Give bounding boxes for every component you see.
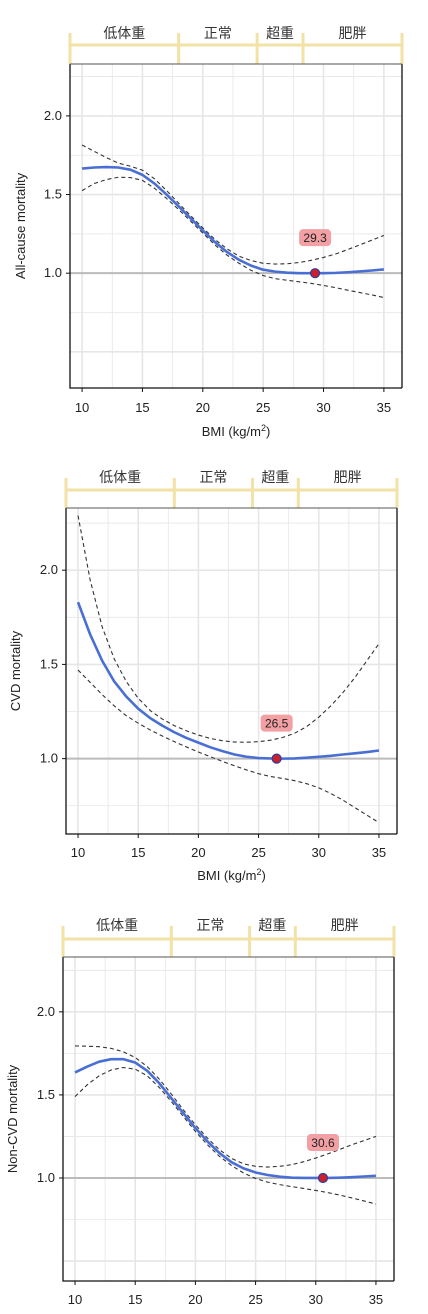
panel-all-cause: 低体重 正常 超重 肥胖 29.3 10 15 20 25 30 35 1.0 1.5 2.0 BMI… — [13, 26, 404, 439]
plot-axes — [65, 508, 397, 835]
x-tick-label: 35 — [377, 400, 391, 415]
y-tick-label: 1.5 — [44, 187, 62, 202]
plot-axes — [62, 957, 394, 1282]
bmi-category-label: 超重 — [261, 470, 289, 486]
ci-upper-line — [75, 1045, 377, 1168]
bmi-category-label: 正常 — [199, 470, 227, 486]
estimate-line — [81, 165, 385, 275]
ci-lower-line — [74, 1066, 377, 1205]
minimum-label: 29.3 — [303, 231, 327, 245]
y-tick-label: 1.5 — [40, 656, 58, 671]
grid — [66, 508, 397, 834]
minimum-label: 26.5 — [265, 717, 289, 731]
tick-marks: 10 15 20 25 30 35 1.0 1.5 2.0 — [44, 108, 391, 415]
x-axis-label: BMI (kg/m2) — [202, 423, 271, 439]
x-axis-label: BMI (kg/m2) — [197, 867, 266, 883]
ci-upper-line — [77, 515, 380, 743]
minimum-label-background — [306, 1133, 339, 1151]
minimum-point — [317, 1172, 329, 1184]
bmi-category-label: 超重 — [258, 918, 286, 934]
y-axis-label: Non-CVD mortality — [5, 1064, 20, 1173]
bmi-category-label: 低体重 — [103, 26, 145, 42]
minimum-label: 30.6 — [311, 1136, 335, 1150]
x-tick-label: 10 — [68, 1292, 82, 1307]
bmi-category-bracket: 低体重 正常 超重 肥胖 — [61, 918, 396, 957]
tick-marks: 10 15 20 25 30 35 1.0 1.5 2.0 — [40, 562, 386, 860]
y-tick-label: 1.0 — [37, 1170, 55, 1185]
y-tick-label: 2.0 — [44, 108, 62, 123]
bmi-category-label: 肥胖 — [331, 918, 359, 934]
y-tick-label: 2.0 — [40, 562, 58, 577]
x-tick-label: 10 — [75, 400, 89, 415]
grid — [63, 957, 394, 1281]
bmi-category-label: 肥胖 — [339, 26, 367, 42]
minimum-point — [309, 268, 321, 279]
y-tick-label: 1.5 — [37, 1087, 55, 1102]
x-tick-label: 20 — [188, 1292, 202, 1307]
minimum-label-background — [260, 714, 293, 732]
ci-lower-line — [81, 176, 385, 299]
minimum-marker: 26.5 — [260, 714, 293, 764]
grid — [70, 64, 402, 388]
y-axis-label: CVD mortality — [8, 630, 23, 711]
x-tick-label: 30 — [312, 845, 326, 860]
bmi-category-label: 超重 — [266, 26, 294, 42]
x-tick-label: 25 — [256, 400, 270, 415]
x-tick-label: 35 — [372, 845, 386, 860]
bmi-category-label: 肥胖 — [334, 470, 362, 486]
x-tick-label: 35 — [369, 1292, 383, 1307]
y-axis-label: All-cause mortality — [13, 172, 28, 279]
bmi-category-label: 正常 — [204, 26, 232, 42]
minimum-marker: 29.3 — [299, 229, 332, 279]
minimum-label-background — [299, 229, 332, 247]
plot-axes — [69, 64, 402, 389]
bmi-category-label: 低体重 — [99, 470, 141, 486]
tick-marks: 10 15 20 25 30 35 1.0 1.5 2.0 — [37, 1004, 383, 1307]
bmi-category-label: 正常 — [196, 918, 224, 934]
x-tick-label: 30 — [309, 1292, 323, 1307]
x-tick-label: 15 — [131, 845, 145, 860]
bmi-category-bracket: 低体重 正常 超重 肥胖 — [64, 470, 399, 508]
panel-non-cvd: 低体重 正常 超重 肥胖 30.6 10 15 20 25 30 35 1.0 1.5 2.0 Non… — [5, 918, 396, 1307]
y-tick-label: 1.0 — [40, 751, 58, 766]
x-tick-label: 25 — [248, 1292, 262, 1307]
x-tick-label: 30 — [316, 400, 330, 415]
bmi-category-bracket: 低体重 正常 超重 肥胖 — [68, 26, 404, 64]
y-tick-label: 2.0 — [37, 1004, 55, 1019]
estimate-line — [76, 601, 380, 760]
minimum-point — [271, 753, 282, 764]
bmi-category-label: 低体重 — [96, 918, 138, 934]
x-tick-label: 20 — [196, 400, 210, 415]
x-tick-label: 15 — [135, 400, 149, 415]
x-tick-label: 10 — [71, 845, 85, 860]
y-tick-label: 1.0 — [44, 265, 62, 280]
x-tick-label: 20 — [191, 845, 205, 860]
x-tick-label: 25 — [251, 845, 265, 860]
panel-cvd: 低体重 正常 超重 肥胖 26.5 10 15 20 25 30 35 1.0 1.5 2.0 BMI… — [8, 470, 399, 883]
x-tick-label: 15 — [128, 1292, 142, 1307]
minimum-marker: 30.6 — [306, 1133, 339, 1184]
